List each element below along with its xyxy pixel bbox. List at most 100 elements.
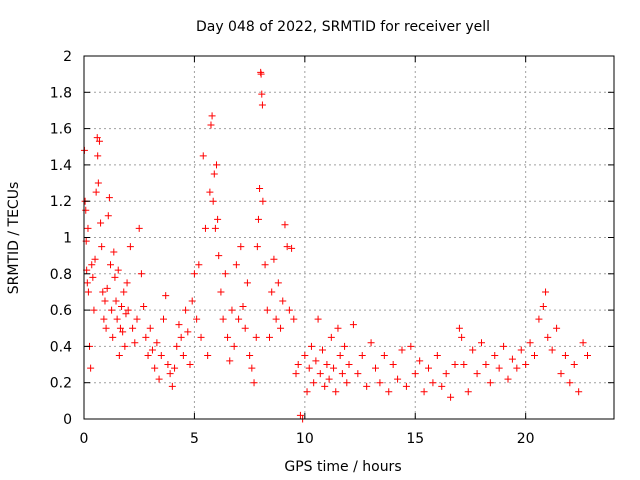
x-tick-label: 15 bbox=[406, 431, 424, 447]
data-point bbox=[210, 170, 218, 178]
data-point bbox=[103, 284, 111, 292]
data-point bbox=[442, 370, 450, 378]
axes: 00.20.40.60.811.21.41.61.820 5 10 15 20 bbox=[50, 49, 615, 447]
data-point bbox=[228, 306, 236, 314]
data-point bbox=[186, 361, 194, 369]
data-point bbox=[425, 364, 432, 372]
data-point bbox=[561, 351, 569, 359]
data-point bbox=[168, 382, 176, 390]
data-point bbox=[219, 315, 227, 323]
data-point bbox=[566, 379, 574, 387]
data-point bbox=[288, 244, 296, 252]
data-point bbox=[119, 328, 127, 336]
data-point bbox=[407, 342, 415, 350]
data-point bbox=[91, 255, 99, 263]
x-tick-label: 10 bbox=[296, 431, 314, 447]
data-point bbox=[464, 388, 472, 396]
data-point bbox=[140, 302, 148, 310]
data-point bbox=[175, 321, 183, 329]
data-point bbox=[460, 361, 468, 369]
data-point bbox=[283, 243, 291, 251]
data-point bbox=[330, 364, 338, 372]
y-tick-label: 1 bbox=[63, 231, 72, 247]
data-point bbox=[142, 333, 150, 341]
data-point bbox=[314, 315, 322, 323]
data-point bbox=[584, 351, 591, 359]
data-point bbox=[517, 346, 525, 354]
data-point bbox=[380, 351, 388, 359]
data-point bbox=[319, 346, 326, 354]
data-point bbox=[94, 152, 102, 160]
data-point bbox=[553, 324, 561, 332]
data-point bbox=[513, 364, 521, 372]
data-point bbox=[316, 370, 324, 378]
data-point bbox=[332, 388, 340, 396]
data-point bbox=[310, 379, 318, 387]
data-point bbox=[131, 339, 139, 347]
data-point bbox=[146, 324, 154, 332]
data-point bbox=[246, 351, 254, 359]
data-point bbox=[184, 328, 192, 336]
data-point bbox=[325, 375, 333, 383]
data-point bbox=[482, 361, 490, 369]
data-point bbox=[261, 261, 269, 269]
data-point bbox=[303, 388, 311, 396]
data-point bbox=[252, 333, 260, 341]
data-point bbox=[458, 333, 466, 341]
data-point bbox=[259, 197, 267, 205]
data-point bbox=[224, 333, 232, 341]
data-point bbox=[83, 279, 91, 287]
data-point bbox=[230, 342, 238, 350]
data-point bbox=[341, 342, 349, 350]
data-point bbox=[438, 382, 446, 390]
data-point bbox=[447, 393, 455, 401]
data-point bbox=[349, 321, 357, 329]
data-point bbox=[111, 273, 119, 281]
data-point bbox=[157, 351, 165, 359]
data-point bbox=[115, 351, 123, 359]
data-point bbox=[100, 315, 108, 323]
data-point bbox=[190, 270, 198, 278]
data-point bbox=[557, 370, 565, 378]
data-point bbox=[214, 215, 222, 223]
data-point bbox=[104, 212, 112, 220]
data-point bbox=[221, 270, 229, 278]
x-tick-label: 20 bbox=[517, 431, 535, 447]
data-point bbox=[270, 255, 278, 263]
y-tick-label: 0 bbox=[63, 412, 72, 428]
data-point bbox=[213, 161, 220, 169]
data-point bbox=[420, 388, 428, 396]
data-point bbox=[336, 351, 344, 359]
data-point bbox=[478, 339, 485, 347]
data-point bbox=[88, 261, 96, 269]
data-point bbox=[206, 188, 214, 196]
data-point bbox=[89, 273, 97, 281]
y-tick-label: 0.2 bbox=[50, 376, 72, 392]
data-point bbox=[151, 364, 159, 372]
data-point bbox=[182, 306, 190, 314]
data-point bbox=[137, 270, 145, 278]
data-point bbox=[112, 297, 120, 305]
data-point bbox=[279, 297, 287, 305]
data-point bbox=[548, 346, 556, 354]
data-point bbox=[531, 351, 538, 359]
data-point bbox=[232, 261, 240, 269]
plot-frame bbox=[83, 55, 615, 420]
data-point bbox=[199, 152, 207, 160]
data-point bbox=[250, 379, 258, 387]
data-point bbox=[345, 361, 353, 369]
data-point bbox=[87, 364, 95, 372]
data-point bbox=[376, 379, 384, 387]
data-point bbox=[105, 194, 113, 202]
data-point bbox=[358, 351, 366, 359]
y-tick-label: 0.6 bbox=[50, 303, 72, 319]
data-point bbox=[237, 243, 245, 251]
data-point bbox=[301, 351, 309, 359]
data-point bbox=[144, 351, 152, 359]
data-point bbox=[239, 302, 247, 310]
data-point bbox=[188, 297, 196, 305]
data-point bbox=[491, 351, 499, 359]
data-point bbox=[171, 364, 179, 372]
data-point bbox=[323, 361, 331, 369]
data-point bbox=[263, 306, 271, 314]
